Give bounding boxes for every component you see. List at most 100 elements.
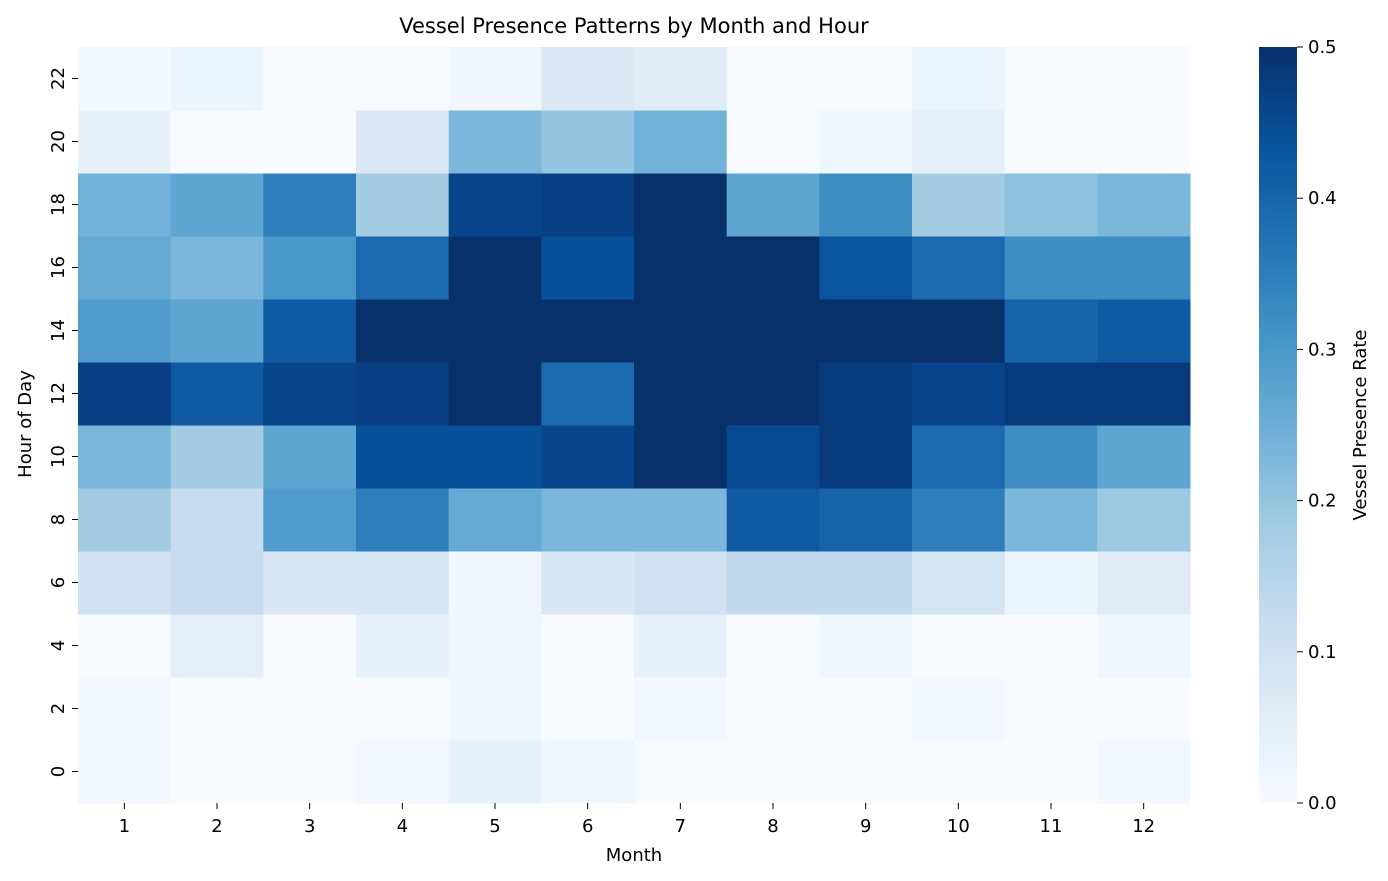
heatmap-cell xyxy=(263,425,357,489)
heatmap-cell xyxy=(1097,173,1191,237)
x-tick-label: 11 xyxy=(1040,816,1063,837)
heatmap-cell xyxy=(263,236,357,300)
heatmap-cell xyxy=(726,425,820,489)
heatmap-cell xyxy=(263,299,357,363)
heatmap-cell xyxy=(912,110,1006,174)
y-tick-label: 16 xyxy=(48,256,69,279)
heatmap-cell xyxy=(634,425,728,489)
heatmap-cell xyxy=(448,362,542,426)
heatmap-cell xyxy=(634,614,728,678)
heatmap-cell xyxy=(819,425,913,489)
heatmap-cell xyxy=(819,47,913,111)
y-tick-label: 12 xyxy=(48,382,69,405)
heatmap-cell xyxy=(726,173,820,237)
heatmap-cell xyxy=(448,236,542,300)
heatmap-cell xyxy=(170,740,264,804)
heatmap-cell xyxy=(541,488,635,552)
heatmap-cell xyxy=(356,236,450,300)
heatmap-cell xyxy=(448,614,542,678)
heatmap-cell xyxy=(1004,488,1098,552)
colorbar-ticks: 0.0 0.1 0.2 0.3 0.4 0.5 xyxy=(1297,37,1337,814)
heatmap-cell xyxy=(170,551,264,615)
heatmap-cell xyxy=(78,173,172,237)
heatmap-cell xyxy=(726,47,820,111)
heatmap-cell xyxy=(726,299,820,363)
heatmap-cell xyxy=(819,173,913,237)
heatmap-cell xyxy=(541,236,635,300)
heatmap-cell xyxy=(356,425,450,489)
heatmap-cell xyxy=(170,614,264,678)
heatmap-cell xyxy=(1097,47,1191,111)
heatmap-cell xyxy=(1004,614,1098,678)
heatmap-cell xyxy=(726,677,820,741)
colorbar-tick-label: 0.2 xyxy=(1308,491,1337,512)
y-tick-label: 8 xyxy=(48,514,69,525)
heatmap-cell xyxy=(819,236,913,300)
heatmap-cell xyxy=(356,110,450,174)
heatmap-cell xyxy=(1004,110,1098,174)
x-tick-label: 10 xyxy=(947,816,970,837)
heatmap-cell xyxy=(263,110,357,174)
heatmap-cell xyxy=(263,551,357,615)
heatmap-cell xyxy=(1004,173,1098,237)
heatmap-cell xyxy=(726,614,820,678)
heatmap-cell xyxy=(263,614,357,678)
heatmap-cell xyxy=(541,677,635,741)
heatmap-cell xyxy=(1004,299,1098,363)
heatmap-cell xyxy=(356,299,450,363)
x-tick-label: 3 xyxy=(304,816,315,837)
y-tick-label: 20 xyxy=(48,130,69,153)
colorbar xyxy=(1259,47,1297,803)
colorbar-tick-label: 0.3 xyxy=(1308,339,1337,360)
heatmap-cell xyxy=(634,677,728,741)
colorbar-tick-label: 0.5 xyxy=(1308,37,1337,58)
heatmap-cell xyxy=(448,47,542,111)
heatmap-cell xyxy=(170,299,264,363)
heatmap-cell xyxy=(1097,551,1191,615)
heatmap-cell xyxy=(448,110,542,174)
y-tick-label: 0 xyxy=(48,766,69,777)
y-axis-title: Hour of Day xyxy=(15,370,36,478)
heatmap-cell xyxy=(78,299,172,363)
heatmap-cell xyxy=(78,740,172,804)
heatmap-cell xyxy=(263,488,357,552)
heatmap-cell xyxy=(541,299,635,363)
heatmap-cell xyxy=(263,47,357,111)
x-tick-label: 7 xyxy=(675,816,686,837)
heatmap-cell xyxy=(448,425,542,489)
heatmap-cell xyxy=(634,299,728,363)
heatmap-cell xyxy=(912,614,1006,678)
heatmap-cells xyxy=(78,47,1191,804)
x-axis-ticks: 1 2 3 4 5 6 7 8 9 10 11 12 xyxy=(119,803,1155,837)
heatmap-cell xyxy=(541,173,635,237)
heatmap-cell xyxy=(356,173,450,237)
heatmap-cell xyxy=(819,677,913,741)
heatmap-cell xyxy=(726,488,820,552)
heatmap-cell xyxy=(1097,110,1191,174)
colorbar-title: Vessel Presence Rate xyxy=(1350,330,1371,521)
heatmap-cell xyxy=(356,47,450,111)
heatmap-cell xyxy=(78,551,172,615)
heatmap-cell xyxy=(819,614,913,678)
heatmap-cell xyxy=(263,173,357,237)
heatmap-cell xyxy=(448,551,542,615)
chart-title: Vessel Presence Patterns by Month and Ho… xyxy=(399,14,869,38)
heatmap-cell xyxy=(1004,677,1098,741)
heatmap-cell xyxy=(1004,740,1098,804)
x-tick-label: 6 xyxy=(582,816,593,837)
heatmap-cell xyxy=(170,425,264,489)
y-tick-label: 6 xyxy=(48,577,69,588)
colorbar-tick-label: 0.1 xyxy=(1308,642,1337,663)
x-tick-label: 12 xyxy=(1132,816,1155,837)
heatmap-cell xyxy=(1004,362,1098,426)
heatmap-cell xyxy=(912,551,1006,615)
x-tick-label: 1 xyxy=(119,816,130,837)
heatmap-cell xyxy=(541,551,635,615)
heatmap-cell xyxy=(819,488,913,552)
heatmap-cell xyxy=(912,236,1006,300)
heatmap-cell xyxy=(634,110,728,174)
heatmap-cell xyxy=(356,488,450,552)
y-tick-label: 22 xyxy=(48,67,69,90)
heatmap-cell xyxy=(1097,740,1191,804)
